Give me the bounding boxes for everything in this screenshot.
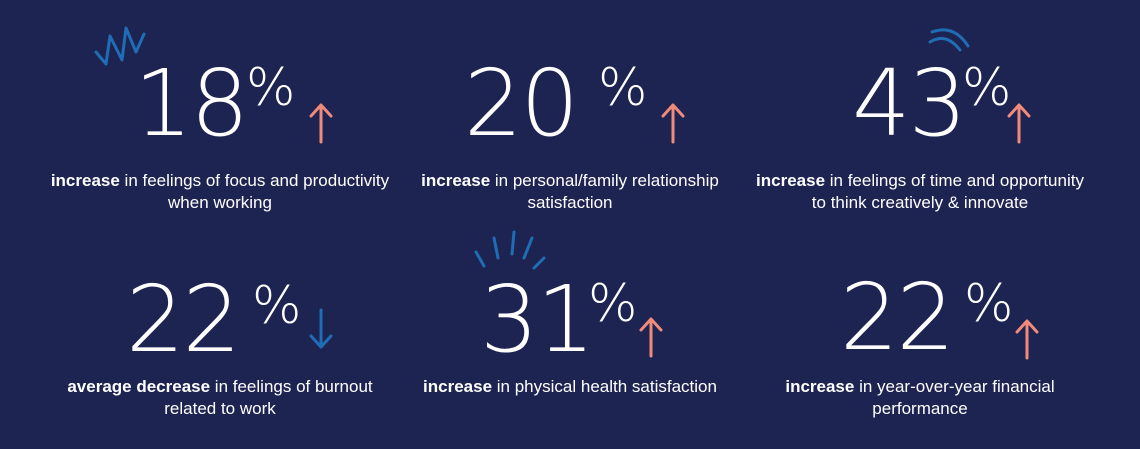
percent-sign: % bbox=[964, 274, 1014, 334]
stat-relationship-satisfaction: 20 % increase in personal/family relatio… bbox=[380, 0, 760, 224]
arrow-up-icon bbox=[661, 103, 685, 144]
stat-value: 22 bbox=[840, 264, 955, 371]
stat-focus-productivity: 18 % increase in feelings of focus and p… bbox=[30, 0, 410, 224]
caption-text: in physical health satisfaction bbox=[492, 377, 717, 396]
percent-sign: % bbox=[588, 274, 638, 334]
stat-burnout: 22 % average decrease in feelings of bur… bbox=[30, 224, 410, 448]
arrow-up-icon bbox=[639, 317, 663, 358]
percent-sign: % bbox=[252, 276, 302, 336]
stat-value: 20 bbox=[464, 50, 579, 157]
caption-text: in feelings of burnout related to work bbox=[164, 377, 373, 418]
stat-caption: increase in personal/family relationship… bbox=[400, 170, 740, 214]
caption-emphasis: increase bbox=[50, 171, 120, 190]
stat-caption: increase in feelings of focus and produc… bbox=[50, 170, 390, 214]
arrow-down-icon bbox=[309, 308, 333, 349]
arrow-up-icon bbox=[309, 103, 333, 144]
caption-text: in personal/family relationship satisfac… bbox=[490, 171, 719, 212]
radiating-arcs-icon bbox=[928, 28, 970, 52]
stat-value: 43 bbox=[852, 50, 967, 157]
burst-lines-icon bbox=[474, 230, 546, 270]
caption-text: in feelings of time and opportunity to t… bbox=[811, 171, 1084, 212]
percent-sign: % bbox=[962, 58, 1012, 118]
stat-value: 31 bbox=[480, 266, 595, 373]
stat-caption: average decrease in feelings of burnout … bbox=[50, 376, 390, 420]
caption-text: in feelings of focus and productivity wh… bbox=[119, 171, 390, 212]
stat-creative-thinking: 43 % increase in feelings of time and op… bbox=[730, 0, 1110, 224]
zigzag-icon bbox=[94, 26, 146, 66]
caption-emphasis: average decrease bbox=[67, 377, 211, 396]
caption-emphasis: increase bbox=[423, 377, 493, 396]
stat-financial-performance: 22 % increase in year-over-year financia… bbox=[730, 224, 1110, 448]
percent-sign: % bbox=[598, 58, 648, 118]
caption-emphasis: increase bbox=[785, 377, 855, 396]
caption-emphasis: increase bbox=[756, 171, 826, 190]
stat-caption: increase in feelings of time and opportu… bbox=[750, 170, 1090, 214]
arrow-up-icon bbox=[1015, 319, 1039, 360]
stat-value: 18 bbox=[134, 50, 249, 157]
stat-caption: increase in physical health satisfaction bbox=[400, 376, 740, 398]
stat-physical-health: 31 % increase in physical health satisfa… bbox=[380, 224, 760, 448]
stat-caption: increase in year-over-year financial per… bbox=[750, 376, 1090, 420]
percent-sign: % bbox=[246, 58, 296, 118]
arrow-up-icon bbox=[1007, 103, 1031, 144]
stat-value: 22 bbox=[126, 266, 241, 373]
caption-text: in year-over-year financial performance bbox=[854, 377, 1055, 418]
caption-emphasis: increase bbox=[421, 171, 491, 190]
